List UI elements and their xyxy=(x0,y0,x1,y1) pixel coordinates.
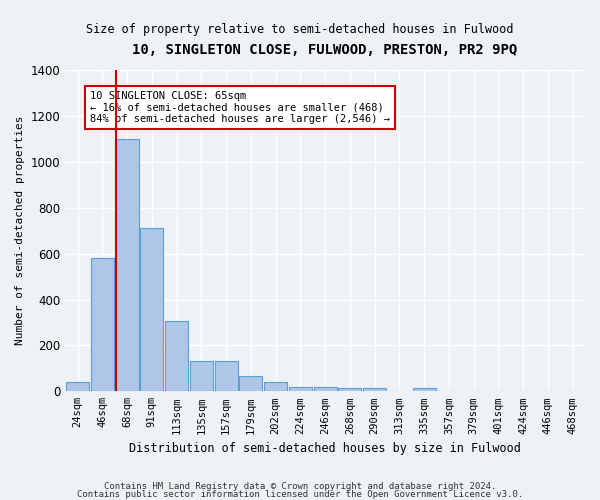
Bar xyxy=(165,322,188,392)
Bar xyxy=(190,362,213,392)
Bar xyxy=(66,382,89,392)
Text: Contains HM Land Registry data © Crown copyright and database right 2024.: Contains HM Land Registry data © Crown c… xyxy=(104,482,496,491)
Bar xyxy=(215,362,238,392)
Text: Size of property relative to semi-detached houses in Fulwood: Size of property relative to semi-detach… xyxy=(86,22,514,36)
Y-axis label: Number of semi-detached properties: Number of semi-detached properties xyxy=(15,116,25,346)
Bar xyxy=(264,382,287,392)
Bar xyxy=(91,258,114,392)
Bar xyxy=(314,386,337,392)
Bar xyxy=(363,388,386,392)
Bar xyxy=(140,228,163,392)
Bar xyxy=(413,388,436,392)
Bar xyxy=(239,376,262,392)
X-axis label: Distribution of semi-detached houses by size in Fulwood: Distribution of semi-detached houses by … xyxy=(129,442,521,455)
Bar xyxy=(116,139,139,392)
Title: 10, SINGLETON CLOSE, FULWOOD, PRESTON, PR2 9PQ: 10, SINGLETON CLOSE, FULWOOD, PRESTON, P… xyxy=(133,42,518,56)
Bar xyxy=(338,388,361,392)
Text: Contains public sector information licensed under the Open Government Licence v3: Contains public sector information licen… xyxy=(77,490,523,499)
Text: 10 SINGLETON CLOSE: 65sqm
← 16% of semi-detached houses are smaller (468)
84% of: 10 SINGLETON CLOSE: 65sqm ← 16% of semi-… xyxy=(90,91,390,124)
Bar xyxy=(289,386,312,392)
